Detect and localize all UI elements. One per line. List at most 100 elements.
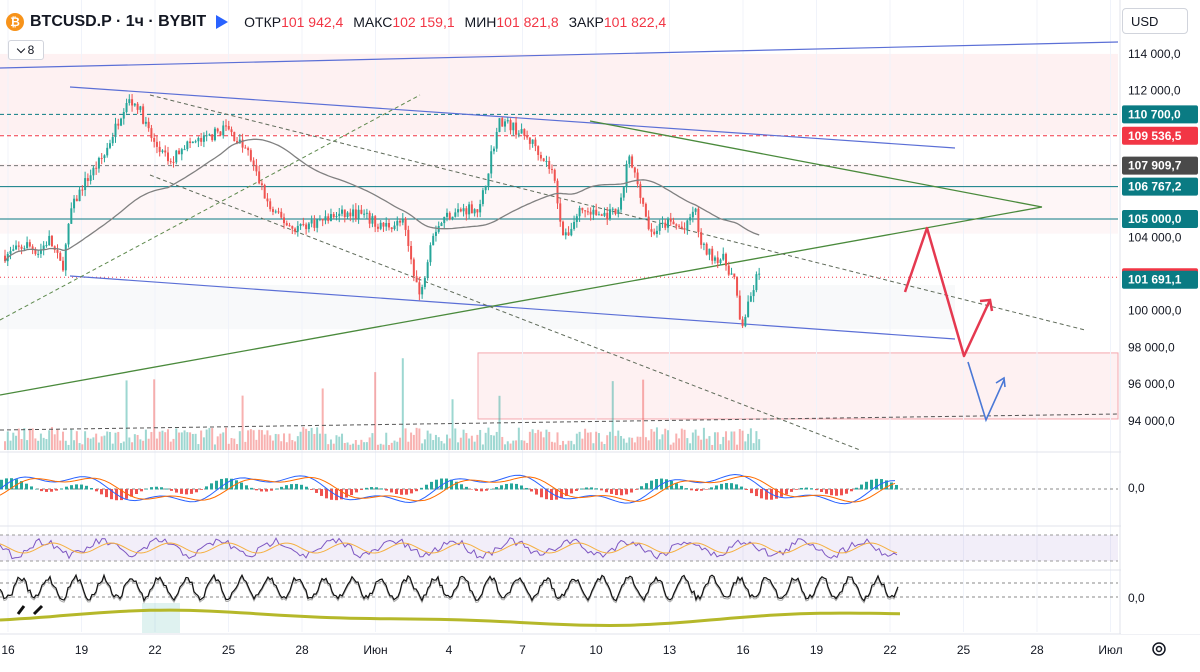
volume-bar (512, 440, 515, 450)
candle-body (581, 207, 584, 211)
x-tick-label: 28 (295, 643, 309, 657)
candle-body (59, 252, 62, 261)
macd-histogram-bar (270, 489, 273, 491)
candle-body (738, 295, 741, 320)
candle-body (686, 220, 689, 230)
macd-histogram-bar (80, 484, 83, 490)
macd-histogram-bar (800, 487, 803, 490)
symbol-title[interactable]: BTCUSD.P · 1ч · BYBIT (30, 13, 207, 30)
x-tick-label: 19 (810, 643, 824, 657)
macd-histogram-bar (775, 489, 778, 499)
candle-body (288, 225, 291, 227)
candle-body (164, 150, 167, 153)
macd-histogram-bar (440, 478, 443, 490)
x-tick-label: 19 (75, 643, 89, 657)
candle-body (528, 137, 531, 144)
macd-histogram-bar (415, 489, 418, 492)
moving-average-line (4, 138, 760, 262)
dashed-rising-line (0, 94, 421, 321)
volume-bar (603, 444, 606, 450)
candle-body (396, 220, 399, 226)
candle-body (680, 226, 683, 229)
candle-body (37, 253, 40, 255)
volume-bar (531, 429, 534, 450)
candle-body (595, 209, 598, 215)
candle-body (617, 209, 620, 214)
macd-histogram-bar (90, 487, 93, 490)
macd-histogram-bar (550, 489, 553, 501)
candle-body (225, 125, 227, 127)
macd-histogram-bar (460, 484, 463, 490)
volume-bar (725, 431, 728, 450)
flag-icon[interactable] (216, 15, 229, 29)
settings-gear-icon[interactable] (1150, 640, 1168, 658)
x-tick-label: Июл (1098, 643, 1122, 657)
x-tick-label: 10 (589, 643, 603, 657)
candle-body (385, 222, 388, 227)
candle-body (186, 141, 189, 150)
pane-level-label: 0,0 (1128, 481, 1145, 495)
candle-body (139, 106, 142, 110)
candle-body (363, 213, 366, 215)
low-label: МИН (464, 14, 497, 30)
volume-bar (12, 432, 15, 450)
volume-bar (222, 432, 225, 450)
volume-bar (202, 437, 205, 450)
x-tick-label: 25 (222, 643, 236, 657)
volume-bar (481, 444, 484, 450)
candle-body (401, 218, 404, 223)
candle-body (50, 235, 53, 247)
macd-histogram-bar (530, 489, 533, 492)
candle-body (189, 141, 192, 144)
volume-bar (233, 438, 236, 450)
price-label-text: 109 536,5 (1128, 129, 1182, 143)
volume-bar (313, 433, 316, 450)
candle-body (42, 245, 45, 250)
volume-bar (354, 440, 357, 450)
volume-bar (437, 437, 440, 450)
volume-bar (321, 388, 324, 450)
volume-bar (421, 443, 424, 450)
volume-bar (67, 444, 70, 450)
macd-histogram-bar (300, 484, 303, 490)
macd-histogram-bar (40, 489, 43, 492)
volume-bar (542, 437, 545, 450)
volume-bar (694, 429, 697, 450)
candle-body (432, 235, 435, 246)
volume-bar (178, 432, 181, 450)
candle-body (108, 143, 111, 148)
x-tick-label: 25 (957, 643, 971, 657)
candle-body (305, 224, 308, 230)
macd-histogram-bar (535, 489, 538, 495)
candle-body (512, 122, 515, 131)
macd-histogram-bar (860, 484, 863, 490)
candle-body (125, 103, 128, 113)
macd-histogram-bar (590, 487, 593, 490)
volume-bar (755, 431, 758, 450)
macd-histogram-bar (655, 479, 658, 490)
macd-histogram-bar (620, 489, 623, 496)
indicators-toggle-button[interactable]: 8 (8, 40, 44, 60)
volume-bar (487, 427, 490, 450)
candle-body (758, 273, 761, 275)
macd-histogram-bar (245, 485, 248, 490)
macd-histogram-bar (485, 489, 488, 491)
volume-bar (631, 437, 634, 450)
candle-body (172, 161, 175, 163)
candle-body (548, 161, 551, 169)
falling-support-trendline (69, 275, 956, 340)
candle-body (501, 118, 504, 127)
candle-body (531, 139, 534, 144)
volume-bar (299, 431, 302, 450)
volume-bar (553, 442, 556, 450)
volume-bar (106, 431, 109, 450)
candle-body (274, 211, 277, 213)
candle-body (517, 133, 520, 135)
macd-histogram-bar (515, 483, 518, 490)
candle-body (376, 226, 379, 229)
volume-bar (537, 429, 540, 450)
candle-body (573, 221, 576, 229)
volume-bar (608, 431, 611, 450)
currency-selector[interactable]: USD (1122, 8, 1188, 34)
